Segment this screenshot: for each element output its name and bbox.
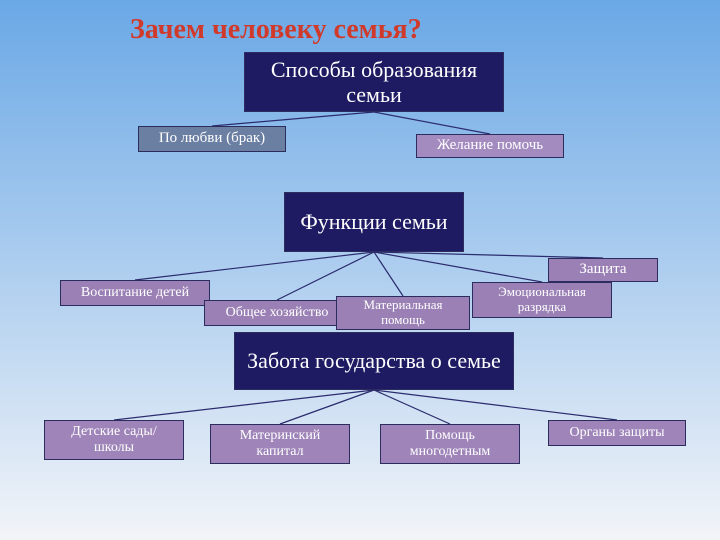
- slide-title: Зачем человеку семья?: [130, 14, 422, 46]
- formation-main: Способы образования семьи: [244, 52, 504, 112]
- functions-child-3: Эмоциональная разрядка: [472, 282, 612, 318]
- functions-child-2: Материальная помощь: [336, 296, 470, 330]
- formation-child-1: Желание помочь: [416, 134, 564, 158]
- state-support-child-1: Материнский капитал: [210, 424, 350, 464]
- state-support-main: Забота государства о семье: [234, 332, 514, 390]
- functions-main: Функции семьи: [284, 192, 464, 252]
- diagram-stage: Зачем человеку семья? Способы образования…: [0, 0, 720, 540]
- state-support-child-3: Органы защиты: [548, 420, 686, 446]
- state-support-child-2: Помощь многодетным: [380, 424, 520, 464]
- formation-child-0: По любви (брак): [138, 126, 286, 152]
- functions-child-4: Защита: [548, 258, 658, 282]
- functions-child-0: Воспитание детей: [60, 280, 210, 306]
- functions-child-1: Общее хозяйство: [204, 300, 350, 326]
- state-support-child-0: Детские сады/ школы: [44, 420, 184, 460]
